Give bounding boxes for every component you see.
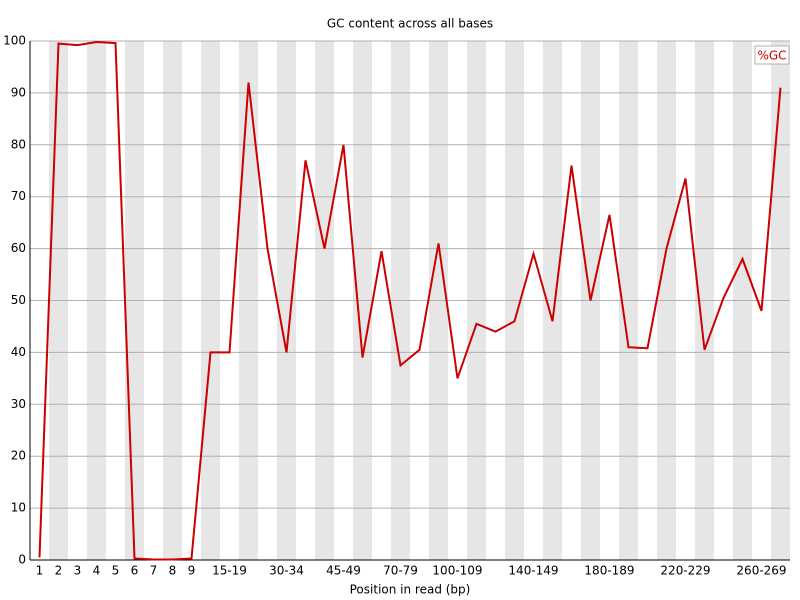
x-tick-label: 3 (74, 564, 82, 578)
y-tick-label: 100 (3, 34, 26, 48)
y-tick-label: 20 (11, 449, 26, 463)
x-tick-label: 220-229 (660, 564, 710, 578)
chart-title: GC content across all bases (327, 17, 493, 31)
y-tick-label: 80 (11, 137, 26, 151)
x-tick-label: 70-79 (383, 564, 418, 578)
x-axis-label: Position in read (bp) (350, 583, 471, 597)
x-tick-label: 2 (55, 564, 63, 578)
y-tick-label: 0 (18, 553, 26, 567)
y-tick-label: 60 (11, 241, 26, 255)
y-tick-label: 70 (11, 189, 26, 203)
y-tick-label: 50 (11, 293, 26, 307)
x-tick-label: 45-49 (326, 564, 361, 578)
x-tick-label: 8 (169, 564, 177, 578)
legend-label: %GC (757, 49, 786, 63)
y-tick-label: 40 (11, 345, 26, 359)
x-tick-label: 6 (131, 564, 139, 578)
x-tick-label: 140-149 (508, 564, 558, 578)
x-tick-label: 4 (93, 564, 101, 578)
data-line (38, 41, 782, 561)
x-tick-label: 5 (112, 564, 120, 578)
x-tick-label: 100-109 (432, 564, 482, 578)
x-tick-label: 7 (150, 564, 158, 578)
x-tick-label: 9 (188, 564, 196, 578)
x-tick-label: 180-189 (584, 564, 634, 578)
x-tick-label: 30-34 (269, 564, 304, 578)
y-tick-label: 90 (11, 85, 26, 99)
legend-box (754, 45, 790, 65)
x-tick-label: 260-269 (736, 564, 786, 578)
x-tick-label: 15-19 (212, 564, 247, 578)
y-tick-label: 10 (11, 501, 26, 515)
y-tick-label: 30 (11, 397, 26, 411)
x-tick-label: 1 (36, 564, 44, 578)
